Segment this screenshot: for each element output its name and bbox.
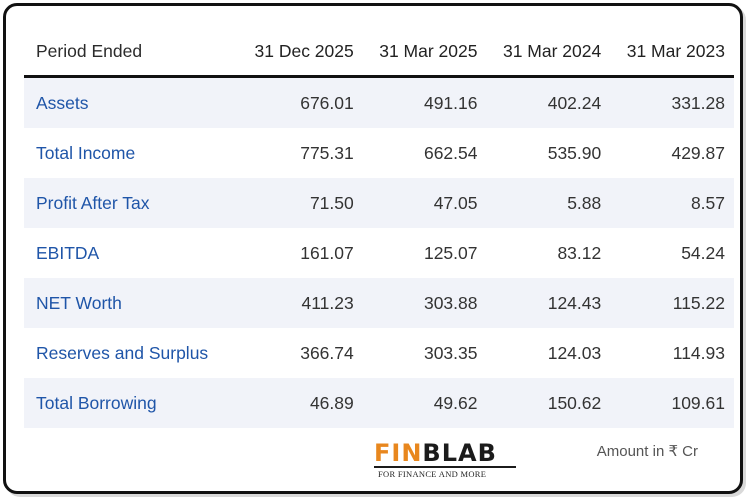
- row-label: NET Worth: [36, 292, 122, 313]
- row-value: 83.12: [557, 242, 602, 263]
- row-value: 491.16: [423, 92, 478, 113]
- table-row-profit-after-tax: Profit After Tax 71.50 47.05 5.88 8.57: [24, 178, 734, 228]
- logo-blab-text: BLAB: [422, 439, 497, 467]
- row-value: 535.90: [547, 142, 602, 163]
- row-value: 5.88: [567, 192, 602, 213]
- row-value: 411.23: [301, 292, 354, 313]
- card-frame: Period Ended 31 Dec 2025 31 Mar 2025 31 …: [3, 3, 743, 494]
- header-period-label: Period Ended: [36, 41, 143, 61]
- financials-table: Period Ended 31 Dec 2025 31 Mar 2025 31 …: [24, 28, 734, 428]
- row-value: 46.89: [309, 392, 354, 413]
- row-value: 114.93: [672, 342, 725, 363]
- logo-underline: [374, 466, 516, 468]
- row-value: 303.88: [423, 292, 478, 313]
- row-value: 676.01: [300, 92, 354, 113]
- header-period-3: 31 Mar 2024: [502, 41, 602, 61]
- row-label: Reserves and Surplus: [36, 342, 209, 363]
- header-period-4: 31 Mar 2023: [626, 41, 725, 61]
- row-value: 47.05: [433, 192, 478, 213]
- finblab-logo: FINBLAB FOR FINANCE AND MORE: [374, 440, 516, 480]
- logo-wordmark: FINBLAB: [374, 440, 497, 466]
- table-row-net-worth: NET Worth 411.23 303.88 124.43 115.22: [24, 278, 734, 328]
- header-period-2: 31 Mar 2025: [379, 41, 478, 61]
- row-label: Total Income: [36, 142, 136, 163]
- row-label: Profit After Tax: [36, 192, 150, 213]
- table-row-ebitda: EBITDA 161.07 125.07 83.12 54.24: [24, 228, 734, 278]
- row-value: 71.50: [309, 192, 354, 213]
- table-header-row: Period Ended 31 Dec 2025 31 Mar 2025 31 …: [24, 28, 734, 78]
- row-value: 8.57: [690, 192, 725, 213]
- row-value: 150.62: [547, 392, 602, 413]
- row-value: 115.22: [672, 292, 725, 313]
- row-value: 662.54: [423, 142, 478, 163]
- row-value: 54.24: [681, 242, 725, 263]
- row-value: 49.62: [433, 392, 478, 413]
- row-label: Total Borrowing: [36, 392, 157, 413]
- row-value: 775.31: [300, 142, 354, 163]
- row-label: Assets: [36, 92, 89, 113]
- table-footer: FINBLAB FOR FINANCE AND MORE Amount in ₹…: [24, 426, 734, 486]
- row-value: 125.07: [423, 242, 478, 263]
- table-row-assets: Assets 676.01 491.16 402.24 331.28: [24, 78, 734, 128]
- header-period-1: 31 Dec 2025: [254, 41, 354, 61]
- row-value: 109.61: [671, 392, 725, 413]
- row-value: 124.43: [547, 292, 602, 313]
- logo-tagline: FOR FINANCE AND MORE: [378, 469, 487, 479]
- row-value: 429.87: [671, 142, 725, 163]
- table-row-reserves-and-surplus: Reserves and Surplus 366.74 303.35 124.0…: [24, 328, 734, 378]
- row-value: 402.24: [547, 92, 602, 113]
- row-label: EBITDA: [36, 242, 100, 263]
- row-value: 303.35: [423, 342, 478, 363]
- logo-fin-text: FIN: [374, 439, 423, 467]
- row-value: 124.03: [547, 342, 602, 363]
- table-row-total-income: Total Income 775.31 662.54 535.90 429.87: [24, 128, 734, 178]
- row-value: 331.28: [671, 92, 725, 113]
- table-row-total-borrowing: Total Borrowing 46.89 49.62 150.62 109.6…: [24, 378, 734, 428]
- row-value: 366.74: [300, 342, 354, 363]
- row-value: 161.07: [300, 242, 354, 263]
- amount-unit-note: Amount in ₹ Cr: [596, 443, 698, 460]
